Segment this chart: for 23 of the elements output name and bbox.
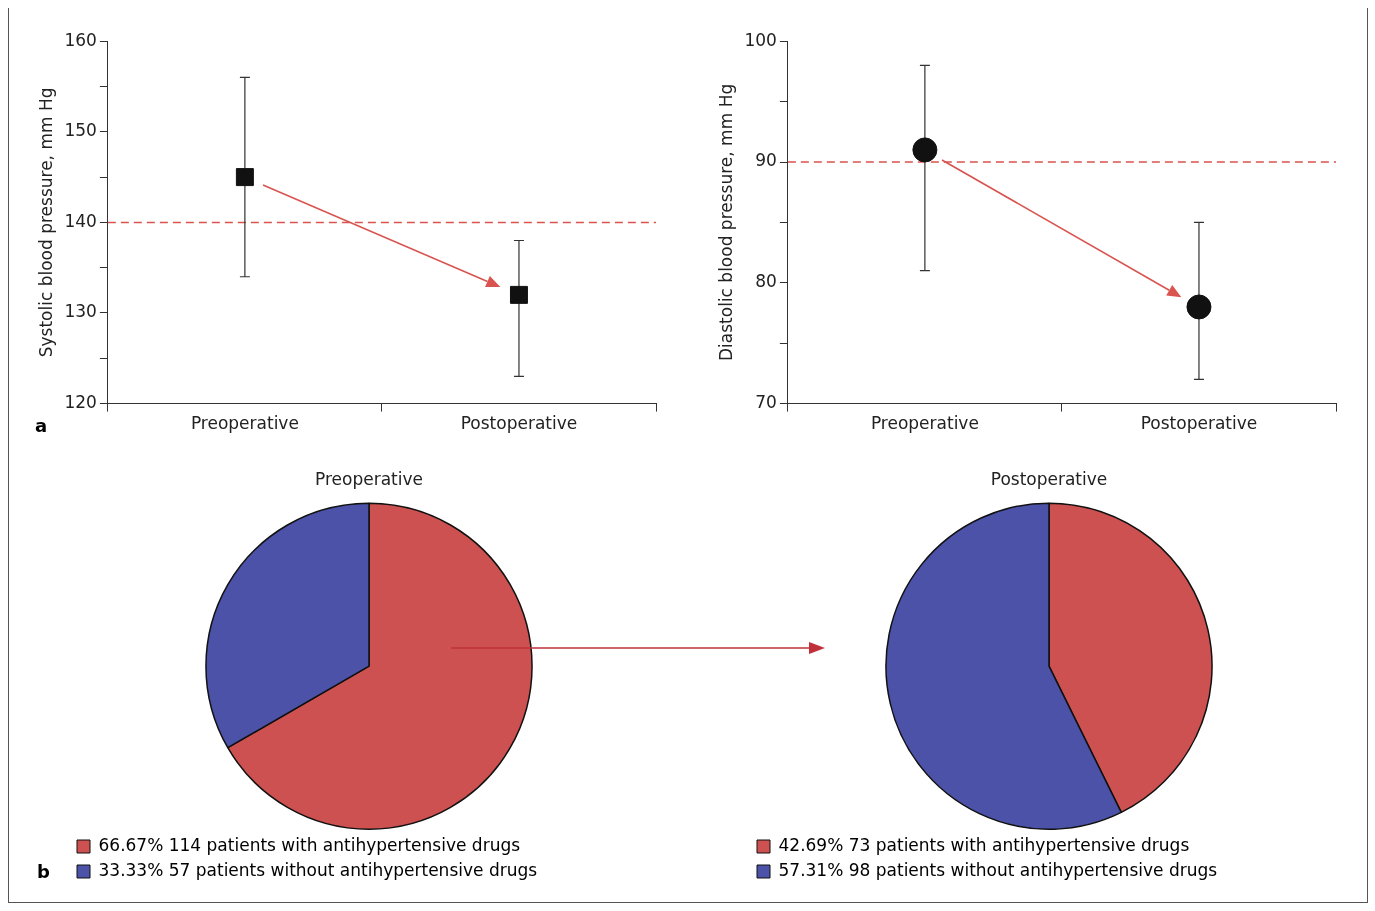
y-tick-label: 160: [64, 29, 97, 50]
text: a: [35, 415, 48, 436]
y-tick-label: 70: [755, 392, 777, 413]
legend-label: 33.33% 57 patients without antihypertensive drugs: [98, 859, 538, 880]
legend-label: 66.67% 114 patients with antihypertensive drugs: [98, 834, 521, 855]
chart-title: Preoperative: [315, 468, 423, 489]
legend-label: 57.31% 98 patients without antihypertensive drugs: [778, 859, 1218, 880]
y-tick-label: 80: [755, 271, 777, 292]
y-tick-label: 150: [64, 120, 97, 141]
x-tick-label: Preoperative: [190, 413, 299, 434]
x-tick-label: Postoperative: [460, 413, 578, 434]
y-axis-title: Systolic blood pressure, mm Hg: [35, 87, 56, 358]
text: b: [37, 861, 50, 882]
y-tick-label: 100: [744, 29, 777, 50]
y-axis-title: Diastolic blood pressure, mm Hg: [715, 83, 736, 361]
y-tick-label: 130: [64, 301, 97, 322]
x-tick-label: Preoperative: [870, 413, 979, 434]
chart-title: Postoperative: [990, 468, 1108, 489]
legend-label: 42.69% 73 patients with antihypertensive drugs: [778, 834, 1190, 855]
y-tick-label: 140: [64, 210, 97, 231]
y-tick-label: 120: [64, 392, 97, 413]
x-tick-label: Postoperative: [1140, 413, 1258, 434]
y-tick-label: 90: [755, 150, 777, 171]
